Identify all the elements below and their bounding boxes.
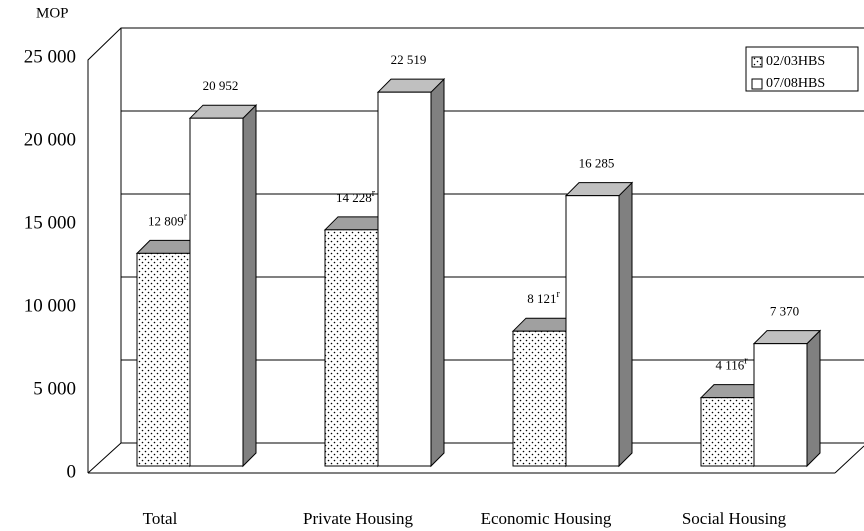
x-tick-label: Economic Housing bbox=[481, 509, 612, 528]
bar-side bbox=[618, 181, 633, 468]
bar bbox=[377, 91, 432, 467]
value-label-note: r bbox=[556, 289, 560, 300]
bar bbox=[324, 229, 379, 467]
value-label: 22 519 bbox=[391, 52, 427, 67]
value-label-text: 8 121 bbox=[527, 291, 556, 306]
value-label-text: 16 285 bbox=[579, 156, 615, 171]
value-label-note: r bbox=[184, 212, 188, 223]
value-label-note: r bbox=[744, 356, 748, 367]
x-tick-label: Private Housing bbox=[303, 509, 414, 528]
value-label-text: 12 809 bbox=[148, 213, 184, 228]
legend-swatch bbox=[751, 56, 763, 68]
legend-swatch bbox=[751, 78, 763, 90]
bar bbox=[753, 343, 808, 467]
legend-label: 02/03HBS bbox=[766, 54, 825, 69]
y-tick-label: 20 000 bbox=[24, 129, 76, 150]
bar bbox=[512, 330, 567, 467]
y-tick-label: 5 000 bbox=[33, 378, 76, 399]
value-label: 4 116r bbox=[715, 356, 748, 373]
bar bbox=[189, 117, 244, 467]
value-label-text: 22 519 bbox=[391, 52, 427, 67]
value-label: 8 121r bbox=[527, 289, 560, 306]
y-tick-label: 0 bbox=[67, 461, 77, 482]
value-label-text: 7 370 bbox=[770, 304, 799, 319]
value-label-text: 14 228 bbox=[336, 190, 372, 205]
x-tick-label: Social Housing bbox=[682, 509, 787, 528]
value-label-text: 20 952 bbox=[203, 78, 239, 93]
bar bbox=[700, 397, 755, 467]
bar-side bbox=[242, 103, 257, 468]
value-label-text: 4 116 bbox=[715, 358, 744, 373]
bar bbox=[565, 195, 620, 467]
y-tick-label: 10 000 bbox=[24, 295, 76, 316]
bar-side bbox=[806, 329, 821, 468]
legend: 02/03HBS 07/08HBS bbox=[745, 46, 859, 92]
value-label: 20 952 bbox=[203, 78, 239, 93]
value-label-note: r bbox=[372, 188, 376, 199]
x-tick-label: Total bbox=[143, 509, 178, 528]
y-tick-label: 15 000 bbox=[24, 212, 76, 233]
value-label: 7 370 bbox=[770, 304, 799, 319]
bar bbox=[136, 252, 191, 467]
legend-label: 07/08HBS bbox=[766, 76, 825, 91]
value-label: 14 228r bbox=[336, 188, 376, 205]
value-label: 16 285 bbox=[579, 156, 615, 171]
y-axis-label: MOP bbox=[36, 5, 69, 21]
bar-side bbox=[430, 77, 445, 468]
value-label: 12 809r bbox=[148, 212, 188, 229]
y-tick-label: 25 000 bbox=[24, 46, 76, 67]
